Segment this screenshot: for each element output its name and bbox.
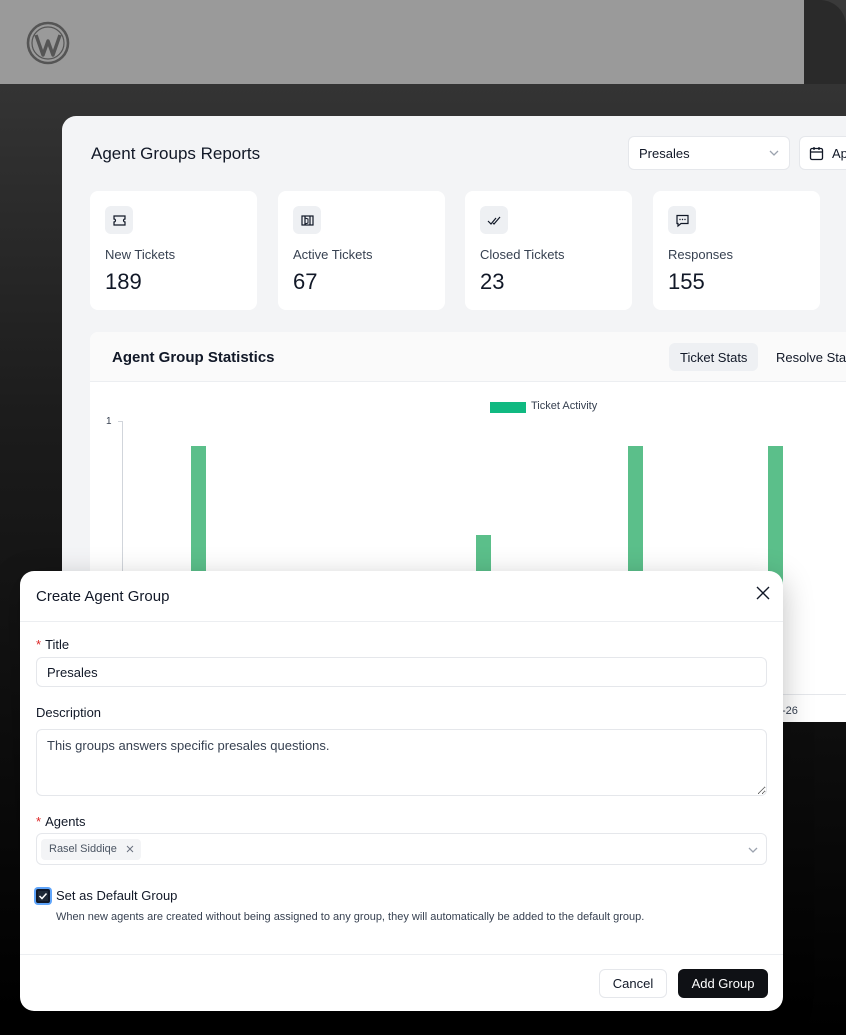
remove-agent-icon[interactable]: [126, 845, 134, 853]
group-select[interactable]: Presales: [628, 136, 790, 170]
stat-card-active-tickets: Active Tickets 67: [278, 191, 445, 310]
create-agent-group-modal: Create Agent Group *Title Description Th…: [20, 571, 783, 1011]
admin-top-bar: [0, 0, 804, 84]
chevron-down-icon: [748, 847, 758, 853]
agents-select[interactable]: Rasel Siddiqe: [36, 833, 767, 865]
checkmark-icon: [38, 892, 48, 900]
default-group-help: When new agents are created without bein…: [56, 911, 645, 923]
ticket-icon: [105, 206, 133, 234]
date-range-select[interactable]: Ap: [799, 136, 846, 170]
statistics-header: Agent Group Statistics Ticket Stats Reso…: [90, 332, 846, 382]
legend-label: Ticket Activity: [531, 400, 598, 412]
x-tick-label: -26: [782, 705, 798, 717]
date-range-value: Ap: [832, 146, 846, 161]
modal-title: Create Agent Group: [36, 588, 170, 605]
cancel-button[interactable]: Cancel: [599, 969, 667, 998]
y-tick-label: 1: [106, 416, 112, 427]
tab-resolve-stats[interactable]: Resolve Sta: [776, 350, 846, 365]
group-select-value: Presales: [639, 146, 690, 161]
calendar-icon: [809, 147, 824, 161]
stat-card-closed-tickets: Closed Tickets 23: [465, 191, 632, 310]
add-group-button[interactable]: Add Group: [678, 969, 768, 998]
stat-label: Responses: [668, 247, 734, 262]
top-bar-corner: [804, 0, 846, 84]
stat-value: 67: [293, 269, 318, 294]
close-icon[interactable]: [753, 583, 773, 603]
stat-card-responses: Responses 155: [653, 191, 820, 310]
x-axis: [770, 694, 846, 695]
page-title: Agent Groups Reports: [91, 144, 261, 163]
statistics-title: Agent Group Statistics: [112, 349, 275, 366]
wordpress-logo-icon[interactable]: [26, 21, 70, 65]
agent-chip: Rasel Siddiqe: [41, 839, 141, 860]
chat-bubble-icon: [668, 206, 696, 234]
stat-value: 23: [480, 269, 505, 294]
chevron-down-icon: [769, 150, 779, 156]
y-tick-mark: [118, 421, 123, 422]
stat-value: 155: [668, 269, 705, 294]
legend-swatch[interactable]: [490, 402, 526, 413]
double-check-icon: [480, 206, 508, 234]
y-axis: [122, 421, 123, 661]
default-group-label: Set as Default Group: [56, 888, 178, 903]
title-label: * Title: [36, 637, 70, 652]
default-group-checkbox[interactable]: [36, 889, 50, 903]
description-textarea[interactable]: This groups answers specific presales qu…: [36, 729, 767, 796]
stat-label: Closed Tickets: [480, 247, 565, 262]
tab-ticket-stats[interactable]: Ticket Stats: [669, 343, 759, 371]
modal-footer-divider: [20, 954, 783, 955]
description-label: Description: [36, 705, 102, 720]
stat-label: Active Tickets: [293, 247, 373, 262]
stat-label: New Tickets: [105, 247, 176, 262]
title-input[interactable]: [36, 657, 767, 687]
agents-label: * Agents: [36, 814, 86, 829]
open-ticket-icon: [293, 206, 321, 234]
stat-card-new-tickets: New Tickets 189: [90, 191, 257, 310]
stat-value: 189: [105, 269, 142, 294]
modal-header: Create Agent Group: [20, 571, 783, 622]
agent-chip-label: Rasel Siddiqe: [49, 843, 117, 855]
